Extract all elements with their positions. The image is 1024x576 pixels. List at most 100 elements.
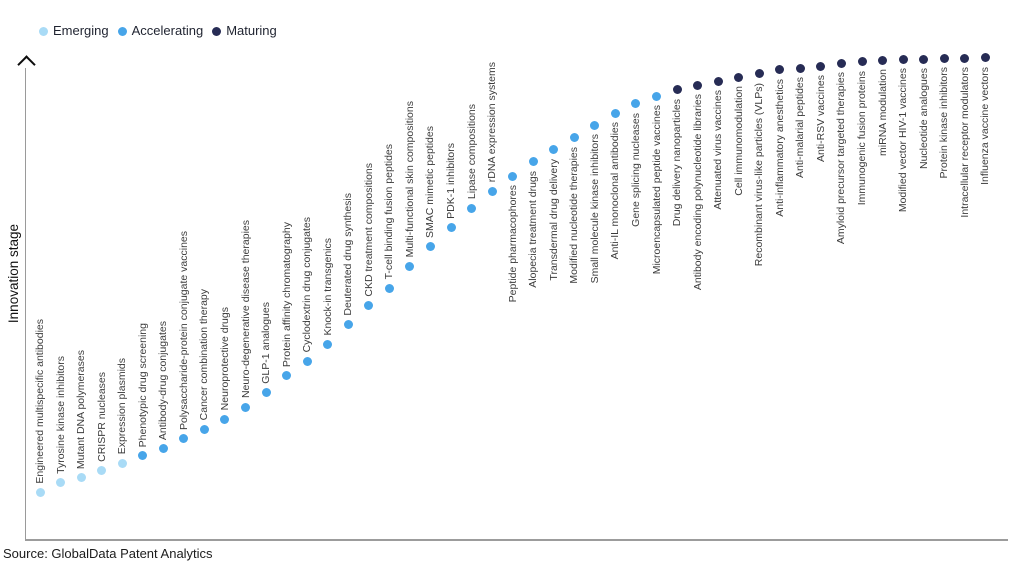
point-label: Tyrosine kinase inhibitors xyxy=(54,355,67,474)
point-label: Gene splicing nucleases xyxy=(629,112,642,227)
data-point xyxy=(631,99,641,108)
point-label: Peptide pharmacophores xyxy=(506,185,519,303)
data-point xyxy=(241,402,250,412)
data-point xyxy=(939,53,949,63)
legend-label: Maturing xyxy=(226,23,277,38)
point-label: Cancer combination therapy xyxy=(198,288,211,421)
point-label: Mutant DNA polymerases xyxy=(75,349,88,469)
point-label: Cyclodextrin drug conjugates xyxy=(301,216,314,353)
data-point xyxy=(775,65,785,75)
data-point xyxy=(919,54,929,64)
point-label: SMAC mimetic peptides xyxy=(424,125,437,238)
data-point xyxy=(672,85,682,95)
point-label: rDNA expression systems xyxy=(486,61,499,183)
data-point xyxy=(199,424,209,434)
data-point xyxy=(302,356,312,366)
point-label: Anti-inflammatory anesthetics xyxy=(773,78,786,217)
data-point xyxy=(405,261,415,271)
accelerating-dot-icon xyxy=(117,26,127,36)
data-point xyxy=(56,478,66,488)
y-axis-line xyxy=(25,68,26,541)
data-point xyxy=(980,53,990,63)
point-label: Knock-in transgenics xyxy=(321,237,334,336)
point-label: Anti-IL monoclonal antibodies xyxy=(609,122,622,260)
point-label: CKD treatment compositions xyxy=(362,162,375,297)
data-point xyxy=(364,300,374,310)
point-label: Expression plasmids xyxy=(116,357,129,455)
data-point xyxy=(343,320,353,330)
data-point xyxy=(117,458,127,468)
point-label: Intracellular receptor modulators xyxy=(958,67,971,218)
data-point xyxy=(425,242,435,252)
data-point xyxy=(795,63,805,73)
data-point xyxy=(610,108,620,118)
point-label: Small molecule kinase inhibitors xyxy=(588,134,601,284)
data-point xyxy=(261,388,271,398)
point-label: Anti-RSV vaccines xyxy=(814,75,827,163)
point-label: Phenotypic drug screening xyxy=(136,322,149,447)
point-label: T-cell binding fusion peptides xyxy=(383,143,396,280)
point-label: Microencapsulated peptide vaccines xyxy=(650,105,663,275)
data-point xyxy=(282,371,292,381)
point-label: Protein affinity chromatography xyxy=(280,221,293,367)
data-point xyxy=(734,72,744,82)
point-label: GLP-1 analogues xyxy=(260,302,273,384)
legend-label: Accelerating xyxy=(131,23,204,38)
data-point xyxy=(857,57,867,67)
source-note: Source: GlobalData Patent Analytics xyxy=(3,546,213,561)
legend-item: Accelerating xyxy=(117,23,204,38)
data-point xyxy=(97,466,107,475)
data-point xyxy=(693,80,703,90)
point-label: Alopecia treatment drugs xyxy=(527,170,540,288)
data-point xyxy=(384,283,394,293)
data-point xyxy=(158,444,168,454)
point-label: Nucleotide analogues xyxy=(917,68,930,170)
data-point xyxy=(76,473,86,483)
point-label: Antibody encoding polynucleotide librari… xyxy=(691,94,704,291)
data-point xyxy=(836,58,846,68)
data-point xyxy=(528,157,538,167)
data-point xyxy=(35,487,45,497)
point-label: Recombinant virus-like particles (VLPs) xyxy=(753,82,766,267)
data-point xyxy=(138,451,148,461)
data-point xyxy=(549,145,559,155)
point-label: Immunogenic fusion proteins xyxy=(856,70,868,205)
data-point xyxy=(816,61,826,71)
data-point xyxy=(179,434,189,444)
point-label: Anti-malarial peptides xyxy=(794,77,807,178)
x-axis-line xyxy=(26,539,1008,541)
data-point xyxy=(446,222,456,232)
y-axis-title: Innovation stage xyxy=(6,224,21,324)
data-point xyxy=(754,69,764,79)
y-axis-arrow-icon xyxy=(17,55,36,74)
point-label: Cell immunomodulation xyxy=(732,86,745,196)
maturing-dot-icon xyxy=(212,26,222,36)
point-label: CRISPR nucleases xyxy=(95,371,108,462)
point-label: Attenuated virus vaccines xyxy=(712,90,725,210)
point-label: Neuro-degenerative disease therapies xyxy=(239,220,252,399)
point-label: Protein kinase inhibitors xyxy=(938,67,951,179)
point-label: Polysaccharide-protein conjugate vaccine… xyxy=(177,230,190,430)
data-point xyxy=(713,76,723,86)
point-label: Modified nucleotide therapies xyxy=(568,146,581,284)
data-point xyxy=(652,91,661,101)
data-point xyxy=(467,203,477,213)
data-point xyxy=(487,186,497,196)
data-point xyxy=(960,53,970,63)
data-point xyxy=(878,55,888,65)
point-label: Drug delivery nanoparticles xyxy=(671,98,684,227)
point-label: Influenza vaccine vectors xyxy=(979,66,992,185)
data-point xyxy=(323,339,333,349)
chart-legend: Emerging Accelerating Maturing xyxy=(39,24,277,38)
point-label: PDK-1 inhibitors xyxy=(445,142,457,219)
point-label: Antibody-drug conjugates xyxy=(157,320,170,440)
legend-item: Emerging xyxy=(39,24,109,38)
legend-item: Maturing xyxy=(212,24,277,38)
point-label: Lipase compositions xyxy=(465,103,478,200)
point-label: Engineered multispecific antibodies xyxy=(34,318,46,484)
point-label: Neuroprotective drugs xyxy=(218,307,231,411)
point-label: Amyloid precursor targeted therapies xyxy=(835,72,848,245)
data-point xyxy=(898,54,908,64)
point-label: Modified vector HIV-1 vaccines xyxy=(897,68,910,213)
